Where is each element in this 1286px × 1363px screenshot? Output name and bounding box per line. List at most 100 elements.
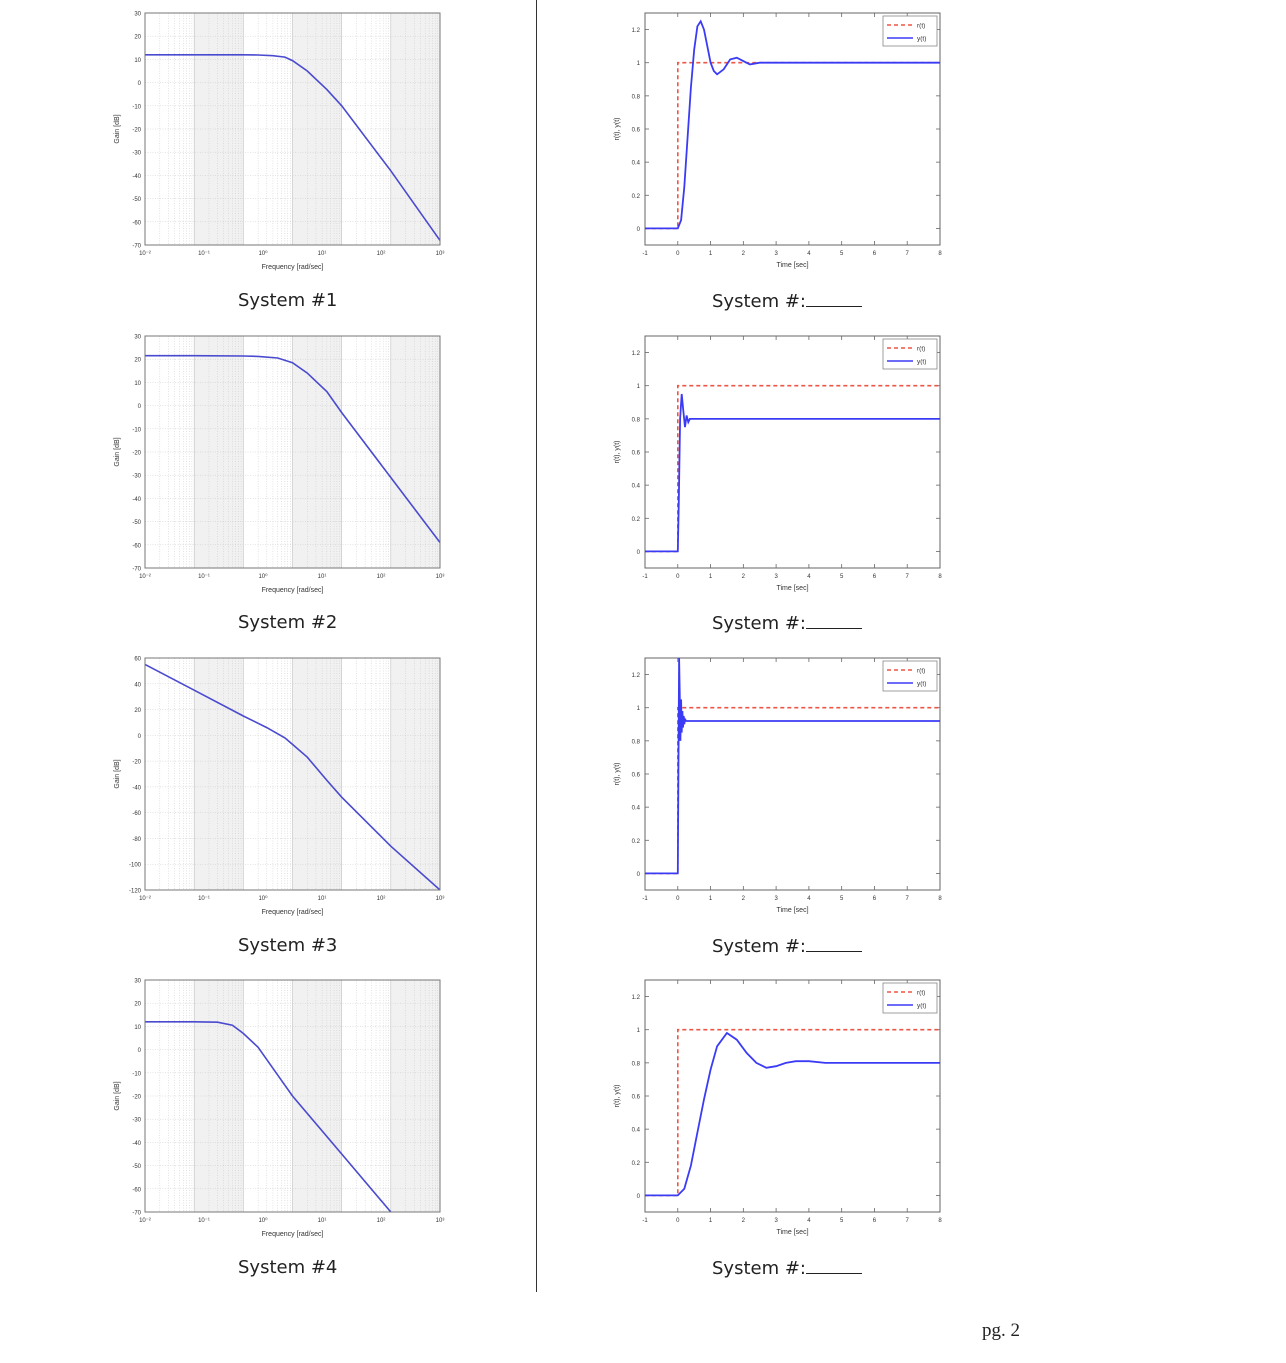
y-axis-label: r(t), y(t) [614, 1085, 621, 1108]
x-tick-label: -1 [642, 251, 648, 257]
y-tick-label: 0.4 [632, 806, 641, 812]
y-tick-label: 0.6 [632, 1095, 641, 1101]
x-tick-label: 5 [840, 896, 844, 902]
x-tick-label: 4 [807, 896, 811, 902]
y-tick-label: -40 [132, 785, 141, 791]
caption-answer-1: System #: [712, 290, 862, 312]
x-tick-label: 1 [709, 574, 713, 580]
y-tick-label: 30 [134, 335, 141, 341]
plot-frame [144, 979, 441, 1213]
y-axis-label: Gain [dB] [114, 114, 121, 143]
x-tick-label: 10¹ [318, 251, 327, 257]
y-tick-label: 20 [134, 708, 141, 714]
answer-blank-1[interactable] [806, 290, 862, 307]
y-tick-label: 0.8 [632, 94, 641, 100]
plot-frame [144, 657, 441, 891]
y-tick-label: 0.6 [632, 773, 641, 779]
x-tick-label: -1 [642, 574, 648, 580]
y-tick-label: 0.2 [632, 517, 641, 523]
y-tick-label: -60 [132, 543, 141, 549]
x-tick-label: 7 [906, 1218, 910, 1224]
y-tick-label: 1 [637, 706, 641, 712]
y-tick-label: 0 [637, 227, 641, 233]
legend-box [882, 338, 938, 370]
y-tick-label: 0 [138, 734, 142, 740]
legend-label: y(t) [917, 359, 926, 366]
x-tick-label: 4 [807, 1218, 811, 1224]
step-chart-4: 1.2 1 0.8 0.6 0.4 0.2 0 -1 0 1 2 3 4 5 6 7 8 r(t) y(t) Time… [614, 979, 942, 1236]
caption-answer-4: System #: [712, 1257, 862, 1279]
y-tick-label: -120 [129, 889, 142, 895]
plot-area [644, 657, 941, 891]
caption-system-3: System #3 [238, 935, 338, 956]
x-tick-label: 10⁻² [139, 896, 151, 902]
caption-prefix: System #: [712, 1258, 806, 1279]
x-axis-label: Frequency [rad/sec] [262, 1231, 324, 1238]
legend-label: r(t) [917, 346, 925, 353]
y-tick-label: 0.2 [632, 1161, 641, 1167]
decade-shade [194, 658, 244, 890]
y-tick-label: -10 [132, 427, 141, 433]
x-tick-label: 6 [873, 251, 877, 257]
y-tick-label: 0.6 [632, 128, 641, 134]
y-tick-label: -70 [132, 244, 141, 250]
x-tick-label: 10⁰ [258, 573, 268, 580]
x-tick-label: 10³ [436, 574, 445, 580]
y-axis-label: r(t), y(t) [614, 441, 621, 464]
column-divider [536, 0, 537, 1292]
caption-system-4: System #4 [238, 1257, 338, 1278]
y-tick-label: -30 [132, 474, 141, 480]
answer-blank-4[interactable] [806, 1257, 862, 1274]
y-tick-label: 0.8 [632, 1061, 641, 1067]
x-tick-label: 10² [377, 1218, 386, 1224]
x-tick-label: 0 [676, 1218, 680, 1224]
x-tick-label: 10⁻¹ [198, 896, 210, 902]
plot-area [644, 12, 941, 246]
x-axis-label: Frequency [rad/sec] [262, 587, 324, 594]
x-tick-label: 5 [840, 251, 844, 257]
response-line [645, 1031, 940, 1197]
x-tick-label: 6 [873, 896, 877, 902]
legend-box [882, 15, 938, 47]
y-tick-label: 1.2 [632, 28, 641, 34]
y-tick-label: 20 [134, 358, 141, 364]
plot-area [644, 979, 941, 1213]
x-tick-label: 8 [938, 251, 942, 257]
y-tick-label: -40 [132, 497, 141, 503]
x-tick-label: 10¹ [318, 1218, 327, 1224]
y-tick-label: 0.2 [632, 194, 641, 200]
gain-curve [145, 1020, 392, 1213]
y-tick-label: 10 [134, 1025, 141, 1031]
x-tick-label: 5 [840, 1218, 844, 1224]
y-axis-label: Gain [dB] [114, 437, 121, 466]
y-tick-label: 0.8 [632, 739, 641, 745]
y-tick-label: -50 [132, 1164, 141, 1170]
x-tick-label: 3 [774, 896, 778, 902]
legend-label: r(t) [917, 668, 925, 675]
x-tick-label: 0 [676, 251, 680, 257]
x-tick-label: 10² [377, 574, 386, 580]
x-tick-label: 8 [938, 574, 942, 580]
y-tick-label: 0.8 [632, 417, 641, 423]
x-axis-label: Time [sec] [776, 1229, 808, 1236]
y-tick-label: -50 [132, 197, 141, 203]
response-line [645, 19, 940, 230]
x-tick-label: 4 [807, 574, 811, 580]
x-tick-label: 7 [906, 896, 910, 902]
x-tick-label: 10⁻¹ [198, 251, 210, 257]
x-tick-label: 10⁻² [139, 251, 151, 257]
answer-blank-2[interactable] [806, 612, 862, 629]
y-tick-label: 0.4 [632, 484, 641, 490]
response-line [645, 658, 940, 875]
x-tick-label: 10⁻² [139, 574, 151, 580]
x-tick-label: 2 [742, 896, 746, 902]
x-axis-label: Time [sec] [776, 262, 808, 269]
y-tick-label: 40 [134, 682, 141, 688]
x-tick-label: 3 [774, 574, 778, 580]
x-tick-label: 8 [938, 896, 942, 902]
answer-blank-3[interactable] [806, 935, 862, 952]
y-tick-label: 1.2 [632, 673, 641, 679]
y-tick-label: 1.2 [632, 995, 641, 1001]
